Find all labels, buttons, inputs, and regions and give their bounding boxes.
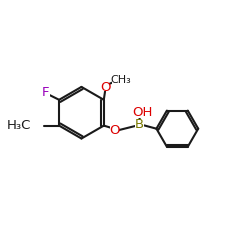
Text: B: B	[135, 118, 144, 132]
Text: O: O	[100, 80, 110, 94]
FancyBboxPatch shape	[135, 107, 152, 118]
Text: F: F	[42, 86, 49, 100]
FancyBboxPatch shape	[112, 75, 131, 85]
FancyBboxPatch shape	[135, 120, 144, 130]
Text: CH₃: CH₃	[110, 75, 131, 85]
Text: O: O	[109, 124, 120, 136]
Text: OH: OH	[132, 106, 153, 119]
FancyBboxPatch shape	[100, 82, 110, 92]
FancyBboxPatch shape	[20, 121, 42, 130]
FancyBboxPatch shape	[110, 126, 118, 134]
Text: H₃C: H₃C	[7, 119, 31, 132]
FancyBboxPatch shape	[41, 88, 50, 97]
